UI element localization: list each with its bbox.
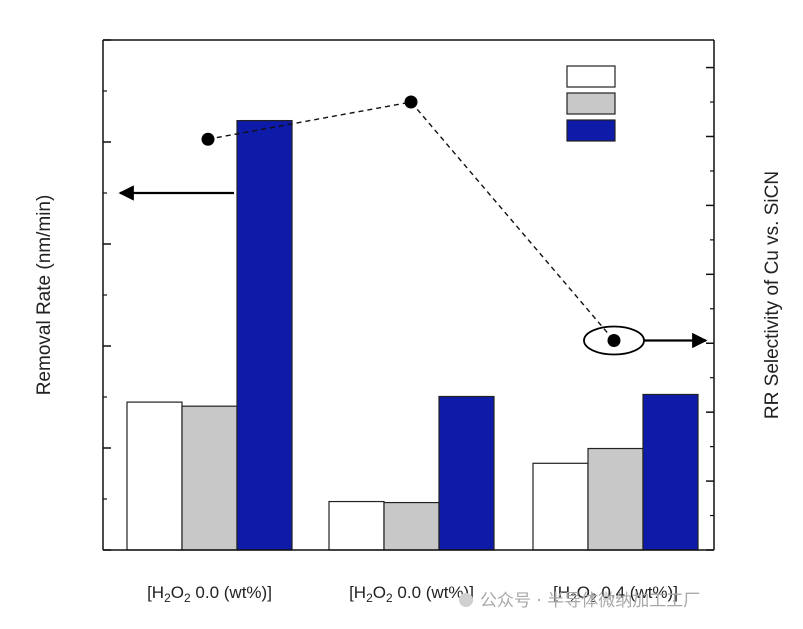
bar-cu-2 (383, 501, 440, 551)
bar-ta-2 (328, 500, 385, 551)
bar-sicn-3 (642, 393, 699, 551)
legend-swatch-cu (566, 92, 616, 115)
y-axis-title: Removal Rate (nm/min) (34, 195, 55, 396)
bar-sicn-1 (236, 119, 293, 551)
category-label-2-line2: [H2O2 0.0 (wt%)] (349, 583, 474, 605)
watermark-text: 公众号 · 半导体微纳加工工厂 (480, 591, 700, 611)
watermark-icon (459, 593, 473, 607)
category-2-line2_pre: [H (349, 583, 366, 602)
category-2-sub1: 2 (366, 591, 373, 605)
category-1-sub2: 2 (184, 591, 191, 605)
bar-sicn-2 (438, 395, 495, 551)
category-label-3-line2: [H2O2 0.4 (wt%)] (553, 583, 678, 605)
bar-ta-1 (126, 401, 183, 551)
category-2-line2_post: 0.0 (wt%)] (393, 583, 474, 602)
annotations-layer (118, 185, 708, 356)
selectivity-point-2 (404, 95, 418, 109)
category-3-mid: O (577, 583, 590, 602)
selectivity-layer (201, 95, 621, 347)
bar-cu-1 (181, 405, 238, 551)
selectivity-point-3 (607, 333, 621, 347)
watermark: 公众号 · 半导体微纳加工工厂 (459, 591, 700, 611)
category-3-sub1: 2 (570, 591, 577, 605)
bars-layer (126, 119, 699, 551)
y2-axis-title: RR Selectivity of Cu vs. SiCN (762, 171, 783, 419)
legend-swatch-ta (566, 65, 616, 88)
category-3-line2_pre: [H (553, 583, 570, 602)
category-1-sub1: 2 (164, 591, 171, 605)
legend (566, 65, 616, 142)
category-1-line2_post: 0.0 (wt%)] (191, 583, 272, 602)
bar-cu-3 (587, 447, 644, 551)
category-3-line2_post: 0.4 (wt%)] (597, 583, 678, 602)
selectivity-point-1 (201, 132, 215, 146)
bar-ta-3 (532, 462, 589, 551)
legend-swatch-sicn (566, 119, 616, 142)
labels-layer: Removal Rate (nm/min) RR Selectivity of … (34, 171, 783, 605)
selectivity-line (207, 101, 615, 341)
category-3-sub2: 2 (590, 591, 597, 605)
category-label-1-line2: [H2O2 0.0 (wt%)] (147, 583, 272, 605)
category-1-line2_pre: [H (147, 583, 164, 602)
category-2-mid: O (373, 583, 386, 602)
axes-layer (102, 39, 715, 551)
category-2-sub2: 2 (386, 591, 393, 605)
category-1-mid: O (171, 583, 184, 602)
